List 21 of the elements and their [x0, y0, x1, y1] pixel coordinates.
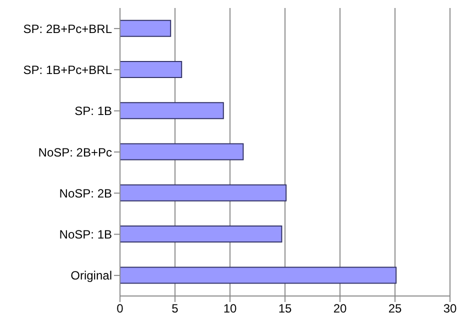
x-tick-label: 15 — [278, 302, 292, 316]
bar — [120, 20, 172, 37]
x-tick-label: 0 — [116, 302, 124, 316]
bar — [120, 184, 287, 202]
bar — [120, 60, 182, 78]
bar — [120, 266, 397, 284]
y-tick-label: NoSP: 2B+Pc — [38, 145, 112, 160]
bar — [120, 102, 224, 120]
y-tick-label: NoSP: 2B — [59, 186, 112, 200]
bar — [120, 143, 244, 160]
y-tick-label: SP: 1B — [74, 104, 112, 118]
x-tick-label: 20 — [333, 302, 347, 316]
y-tick-label: SP: 1B+Pc+BRL — [23, 62, 112, 77]
y-tick-label: SP: 2B+Pc+BRL — [23, 22, 112, 36]
x-tick-label: 25 — [388, 302, 402, 316]
y-tick-label: NoSP: 1B — [59, 228, 112, 242]
x-tick-label: 10 — [223, 302, 237, 316]
x-tick-label: 5 — [172, 302, 179, 316]
x-tick-label: 30 — [443, 302, 457, 316]
y-tick-label: Original — [70, 268, 112, 283]
bar — [120, 226, 282, 243]
